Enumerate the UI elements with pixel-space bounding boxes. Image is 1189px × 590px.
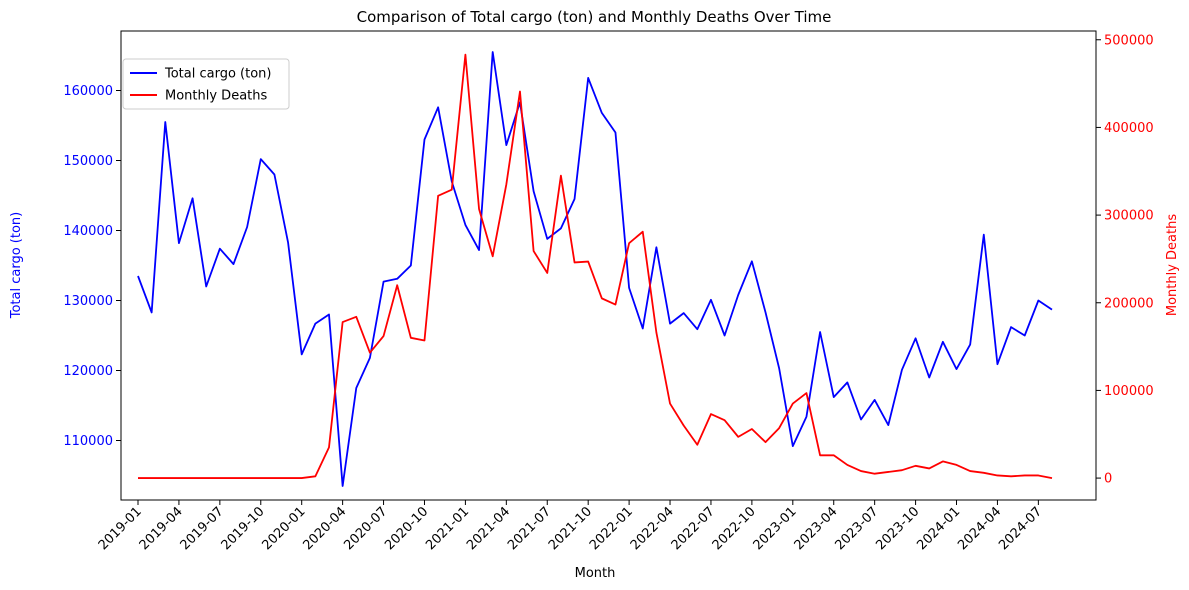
x-tick-label: 2020-07: [341, 504, 390, 553]
x-tick-label: 2019-10: [219, 504, 268, 553]
y-right-tick-label: 400000: [1104, 121, 1154, 136]
x-tick-label: 2022-04: [628, 504, 677, 553]
y-right-tick-label: 100000: [1104, 384, 1154, 399]
x-tick-label: 2024-04: [955, 504, 1004, 553]
legend: Total cargo (ton) Monthly Deaths: [122, 58, 290, 110]
x-tick-label: 2021-07: [505, 504, 554, 553]
y-axis-right-label: Monthly Deaths: [1165, 214, 1180, 316]
x-tick-label: 2022-07: [669, 504, 718, 553]
x-tick-label: 2023-10: [873, 504, 922, 553]
y-right-tick-label: 0: [1104, 472, 1112, 487]
x-tick-label: 2020-10: [382, 504, 431, 553]
x-tick-label: 2020-04: [300, 504, 349, 553]
x-tick-label: 2021-01: [423, 504, 472, 553]
y-left-tick-label: 150000: [63, 154, 113, 169]
y-right-tick-label: 500000: [1104, 33, 1154, 48]
y-right-tick-label: 200000: [1104, 296, 1154, 311]
legend-box: [122, 58, 290, 110]
x-tick-label: 2023-07: [832, 504, 881, 553]
y-left-tick-label: 120000: [63, 364, 113, 379]
x-tick-label: 2024-07: [996, 504, 1045, 553]
plot-frame: [120, 30, 1097, 501]
series-line-monthly-deaths: [138, 53, 1053, 479]
x-tick-label: 2019-04: [137, 504, 186, 553]
x-tick-label: 2022-01: [587, 504, 636, 553]
x-tick-label: 2023-04: [792, 504, 841, 553]
x-tick-label: 2021-10: [546, 504, 595, 553]
plot-area: [120, 30, 1097, 501]
y-axis-left-label: Total cargo (ton): [9, 212, 24, 320]
x-tick-label: 2019-01: [96, 504, 145, 553]
y-left-tick-label: 160000: [63, 84, 113, 99]
x-tick-label: 2023-01: [751, 504, 800, 553]
chart-title: Comparison of Total cargo (ton) and Mont…: [357, 8, 832, 26]
series-line-total-cargo: [137, 51, 1053, 487]
legend-label: Total cargo (ton): [164, 67, 272, 82]
x-tick-label: 2019-07: [178, 504, 227, 553]
x-tick-label: 2024-01: [914, 504, 963, 553]
x-tick-label: 2021-04: [464, 504, 513, 553]
x-tick-label: 2020-01: [260, 504, 309, 553]
y-right-tick-label: 300000: [1104, 209, 1154, 224]
x-tick-label: 2022-10: [710, 504, 759, 553]
legend-label: Monthly Deaths: [165, 89, 267, 104]
y-left-tick-label: 110000: [63, 434, 113, 449]
x-axis-label: Month: [575, 566, 616, 581]
y-left-tick-label: 140000: [63, 224, 113, 239]
y-left-tick-label: 130000: [63, 294, 113, 309]
